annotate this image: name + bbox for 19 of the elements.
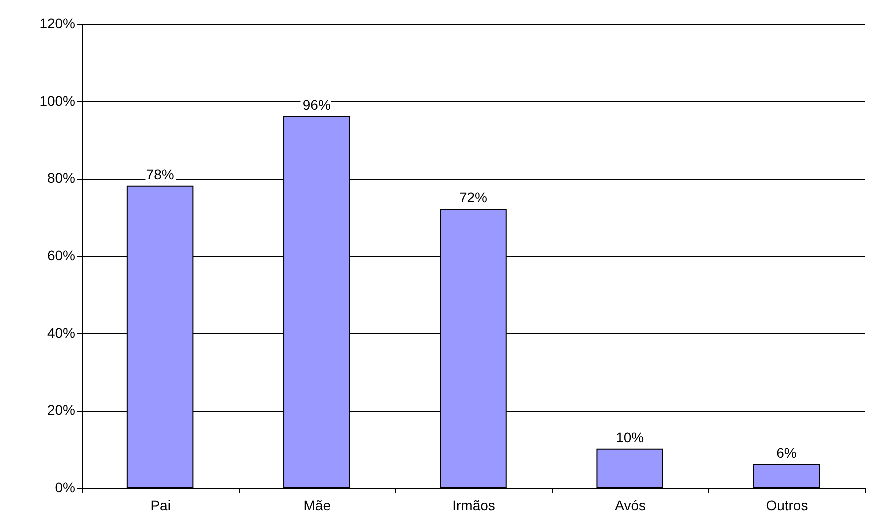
bar: [596, 448, 664, 488]
x-tick-label: Avós: [615, 498, 646, 514]
x-tick-label: Outros: [766, 498, 808, 514]
data-label: 78%: [146, 166, 174, 182]
data-label: 72%: [459, 190, 488, 206]
y-tick-label: 40%: [47, 324, 76, 341]
data-label: 96%: [302, 96, 331, 113]
x-tick-label: Pai: [150, 498, 171, 514]
x-tick-label: Irmãos: [452, 498, 496, 514]
y-tick-label: 100%: [40, 92, 76, 109]
y-tick-label: 80%: [47, 170, 76, 186]
data-label: 6%: [776, 444, 797, 461]
data-label: 10%: [616, 429, 644, 446]
x-tick-label: Mãe: [304, 498, 332, 514]
y-tick-label: 0%: [55, 480, 76, 496]
y-tick-label: 60%: [47, 248, 76, 264]
bar: [753, 464, 820, 488]
y-tick-label: 20%: [47, 402, 76, 418]
y-tick-label: 120%: [40, 16, 76, 32]
